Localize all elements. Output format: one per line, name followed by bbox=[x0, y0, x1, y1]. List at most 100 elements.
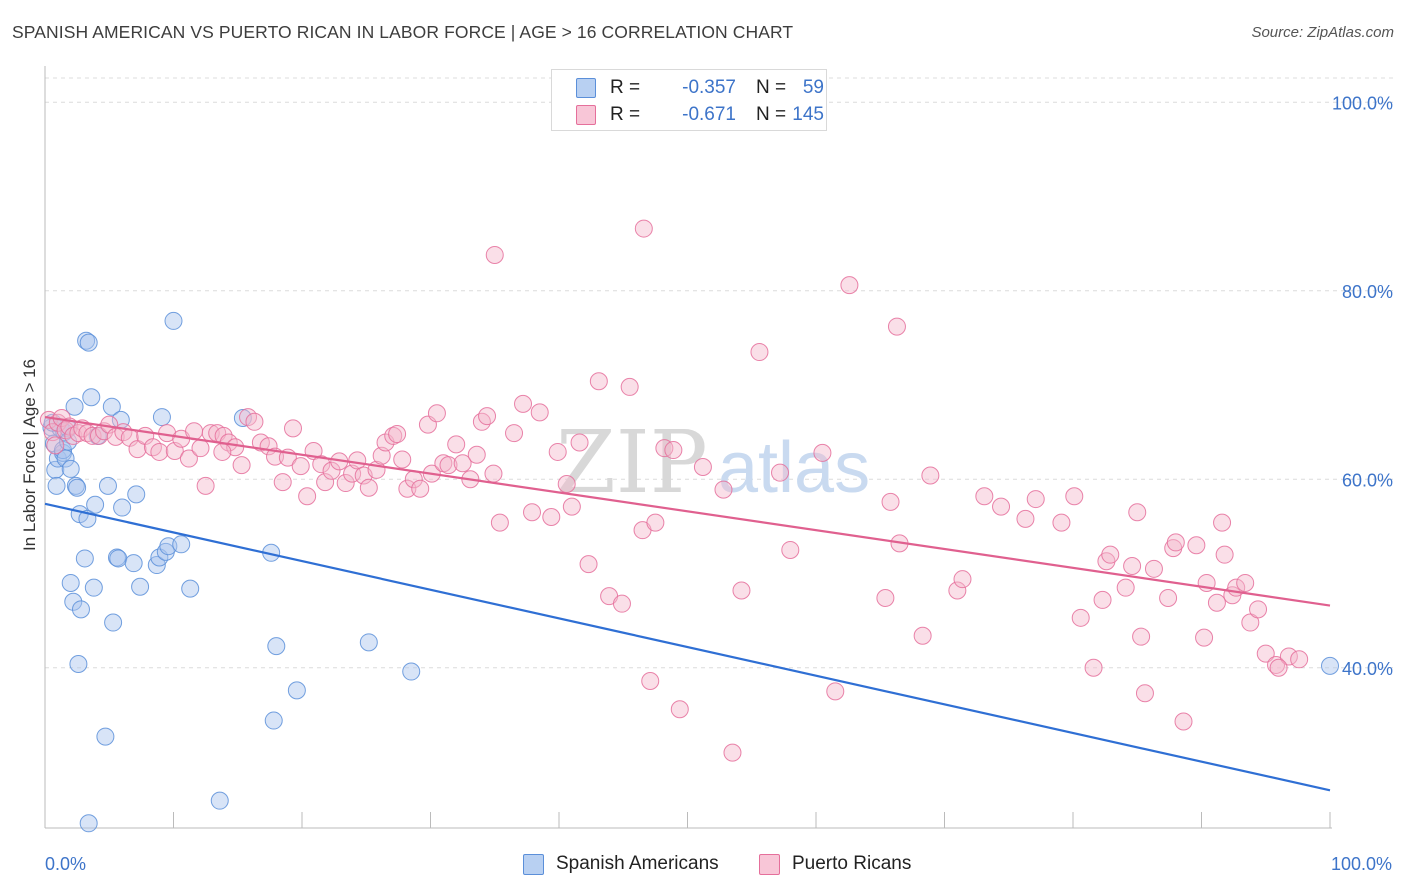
spanish-american-point bbox=[233, 409, 252, 428]
y-tick-label: 100.0% bbox=[1332, 93, 1393, 113]
legend-r-value: -0.671 bbox=[682, 104, 736, 125]
puerto-rican-point bbox=[143, 438, 162, 457]
y-tick-label: 80.0% bbox=[1342, 282, 1393, 302]
puerto-rican-point bbox=[336, 474, 355, 493]
puerto-rican-point bbox=[179, 449, 198, 468]
spanish-american-point bbox=[102, 397, 121, 416]
puerto-rican-point bbox=[478, 407, 497, 426]
spanish-american-point bbox=[47, 476, 66, 495]
puerto-rican-point bbox=[191, 439, 210, 458]
puerto-rican-point bbox=[548, 442, 567, 461]
puerto-rican-point bbox=[948, 581, 967, 600]
spanish-american-point bbox=[84, 578, 103, 597]
spanish-american-point bbox=[124, 554, 143, 573]
spanish-american-point bbox=[181, 579, 200, 598]
puerto-rican-point bbox=[245, 412, 264, 431]
puerto-rican-point bbox=[398, 479, 417, 498]
legend-r-label: R = bbox=[610, 104, 641, 125]
puerto-rican-point bbox=[273, 473, 292, 492]
puerto-rican-point bbox=[298, 487, 317, 506]
puerto-rican-point bbox=[1174, 712, 1193, 731]
puerto-rican-point bbox=[664, 441, 683, 460]
puerto-rican-point bbox=[1071, 608, 1090, 627]
spanish-american-point bbox=[287, 681, 306, 700]
puerto-rican-point bbox=[485, 245, 504, 264]
puerto-rican-point bbox=[514, 394, 533, 413]
spanish-american-point bbox=[68, 478, 87, 497]
correlation-legend: R = -0.357 N = 59 R = -0.671 N = 145 bbox=[551, 69, 827, 131]
puerto-rican-point bbox=[813, 443, 832, 462]
puerto-rican-point bbox=[427, 404, 446, 423]
spanish-american-point bbox=[113, 498, 132, 517]
chart-title: SPANISH AMERICAN VS PUERTO RICAN IN LABO… bbox=[12, 22, 794, 42]
watermark-zip: ZIP bbox=[556, 413, 708, 513]
spanish-american-point bbox=[109, 549, 128, 568]
puerto-rican-point bbox=[634, 219, 653, 238]
points-layer bbox=[39, 219, 1339, 833]
puerto-rican-point bbox=[876, 589, 895, 608]
puerto-rican-point bbox=[913, 626, 932, 645]
tick-labels: 100.0% 80.0% 60.0% 40.0% 0.0% 100.0% bbox=[45, 93, 1393, 874]
legend-n-value: 145 bbox=[792, 104, 824, 125]
puerto-rican-point bbox=[505, 424, 524, 443]
puerto-rican-point bbox=[284, 419, 303, 438]
puerto-rican-point bbox=[453, 454, 472, 473]
spanish-american-point bbox=[1321, 656, 1339, 675]
puerto-rican-point bbox=[570, 433, 589, 452]
puerto-rican-point bbox=[1269, 658, 1288, 677]
puerto-rican-point bbox=[291, 457, 310, 476]
axis-layer bbox=[44, 66, 1332, 829]
puerto-rican-point bbox=[641, 671, 660, 690]
watermark: ZIP atlas bbox=[556, 413, 870, 513]
puerto-rican-point bbox=[840, 276, 859, 295]
bottom-legend-label: Spanish Americans bbox=[556, 853, 719, 874]
puerto-rican-point bbox=[128, 440, 147, 459]
puerto-rican-point bbox=[1213, 513, 1232, 532]
puerto-rican-point bbox=[646, 513, 665, 532]
spanish-american-point bbox=[172, 535, 191, 554]
legend-n-label: N = bbox=[756, 77, 787, 98]
spanish-american-point bbox=[267, 637, 286, 656]
puerto-rican-point bbox=[1256, 644, 1275, 663]
puerto-rican-point bbox=[1065, 487, 1084, 506]
puerto-rican-point bbox=[388, 425, 407, 444]
puerto-rican-trendline bbox=[44, 415, 1331, 607]
puerto-rican-point bbox=[579, 555, 598, 574]
legend-r-value: -0.357 bbox=[682, 77, 736, 98]
spanish-american-point bbox=[46, 460, 65, 479]
puerto-rican-point bbox=[781, 540, 800, 559]
trend-layer bbox=[44, 415, 1331, 792]
puerto-rican-point bbox=[1135, 684, 1154, 703]
puerto-rican-point bbox=[1241, 613, 1260, 632]
puerto-rican-point bbox=[670, 700, 689, 719]
spanish-american-point bbox=[69, 655, 88, 674]
puerto-rican-point bbox=[467, 445, 486, 464]
spanish-american-point bbox=[79, 814, 98, 833]
spanish-american-trendline bbox=[44, 502, 1331, 792]
puerto-rican-point bbox=[723, 743, 742, 762]
spanish-american-point bbox=[71, 600, 90, 619]
puerto-rican-point bbox=[655, 439, 674, 458]
puerto-rican-point bbox=[490, 513, 509, 532]
puerto-rican-point bbox=[1249, 600, 1268, 619]
puerto-rican-point bbox=[921, 466, 940, 485]
legend-n-label: N = bbox=[756, 104, 787, 125]
spanish-american-point bbox=[402, 662, 421, 681]
puerto-rican-point bbox=[1207, 593, 1226, 612]
spanish-american-point bbox=[210, 791, 229, 810]
puerto-rican-point bbox=[1187, 536, 1206, 555]
spanish-american-point bbox=[75, 549, 94, 568]
spanish-american-point bbox=[131, 577, 150, 596]
bottom-legend-swatch-blue bbox=[523, 854, 544, 875]
x-tick-label: 0.0% bbox=[45, 854, 86, 874]
legend-n-value: 59 bbox=[802, 77, 824, 98]
puerto-rican-point bbox=[1290, 650, 1309, 669]
puerto-rican-point bbox=[589, 372, 608, 391]
puerto-rican-point bbox=[881, 492, 900, 511]
spanish-american-point bbox=[77, 331, 96, 350]
y-tick-label: 40.0% bbox=[1342, 659, 1393, 679]
x-tick-label: 100.0% bbox=[1331, 854, 1392, 874]
puerto-rican-point bbox=[1195, 628, 1214, 647]
spanish-american-point bbox=[82, 388, 101, 407]
